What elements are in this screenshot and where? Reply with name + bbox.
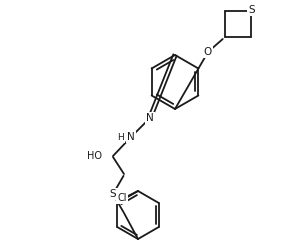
Text: N: N — [146, 113, 154, 123]
Text: S: S — [249, 5, 255, 15]
Text: H: H — [117, 132, 123, 142]
Text: HO: HO — [88, 151, 102, 161]
Text: Cl: Cl — [117, 193, 127, 203]
Text: S: S — [110, 189, 116, 199]
Text: N: N — [127, 132, 135, 142]
Text: O: O — [204, 47, 212, 57]
